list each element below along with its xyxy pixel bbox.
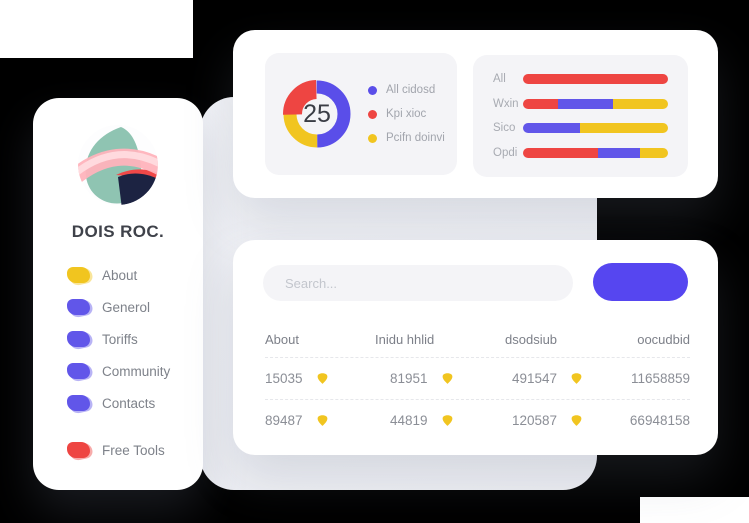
donut-legend: All cidosd Kpi xioc Pcifn doinvi <box>368 84 445 144</box>
brand-name: DOIS ROC. <box>71 222 165 241</box>
sidebar-item-toriffs[interactable]: Toriffs <box>67 331 203 347</box>
cell-value: 11658859 <box>630 371 690 386</box>
pick-icon <box>571 373 582 384</box>
sidebar-item-community[interactable]: Community <box>67 363 203 379</box>
table-cell: 89487 <box>265 413 375 428</box>
menu-blob-icon <box>67 442 90 458</box>
bar-segment <box>523 147 599 158</box>
table-cell: 491547 <box>505 371 627 386</box>
bar-segment <box>557 98 613 109</box>
menu-blob-icon <box>67 267 90 283</box>
legend-dot-icon <box>368 133 377 143</box>
bar-row: Sico <box>473 122 688 134</box>
legend-item: Kpi xioc <box>368 108 445 120</box>
pick-icon <box>442 373 452 384</box>
table-cell: 120587 <box>505 413 627 428</box>
bar-segment <box>523 98 558 109</box>
bar-row: All <box>473 73 688 85</box>
menu-blob-icon <box>67 299 90 315</box>
legend-dot-icon <box>368 85 377 95</box>
sidebar-item-about[interactable]: About <box>67 267 203 283</box>
legend-label: All cidosd <box>386 84 436 96</box>
sidebar-item-label: Generol <box>102 299 151 315</box>
bar-label: Sico <box>493 122 516 135</box>
charts-card: 25 All cidosd Kpi xioc Pcifn doinvi All Wxi… <box>233 30 718 198</box>
pick-icon <box>442 415 452 426</box>
bar-row: Wxin <box>473 98 688 110</box>
bar-track <box>523 74 668 85</box>
donut-panel: 25 All cidosd Kpi xioc Pcifn doinvi <box>265 53 457 175</box>
bar-track <box>523 98 668 109</box>
pick-icon <box>571 415 582 426</box>
table-row: 89487 44819 120587 66948158 <box>265 399 690 441</box>
donut-wrap: 25 <box>281 78 353 150</box>
brand-logo <box>78 125 158 205</box>
data-table: About Inidu hhlid dsodsiub oocudbid 15035 8… <box>265 332 690 441</box>
sidebar-menu: About Generol Toriffs Community Contacts Free… <box>67 267 203 458</box>
sidebar-item-label: Free Tools <box>102 442 165 458</box>
bar-segment <box>640 147 668 158</box>
cell-value: 66948158 <box>629 413 690 428</box>
sidebar-item-label: Contacts <box>102 395 156 411</box>
menu-blob-icon <box>67 331 90 347</box>
pick-icon <box>317 415 327 426</box>
sidebar: DOIS ROC. About Generol Toriffs Community Co… <box>33 98 203 490</box>
legend-label: Pcifn doinvi <box>386 132 445 144</box>
donut-chart <box>281 78 353 155</box>
bar-segment <box>612 98 668 109</box>
table-header-row: About Inidu hhlid dsodsiub oocudbid <box>265 332 690 347</box>
column-header: About <box>265 332 299 347</box>
bar-segment <box>598 147 641 158</box>
cell-value: 89487 <box>265 413 303 428</box>
table-body: 15035 81951 491547 11658859 89487 44819 1… <box>265 357 690 441</box>
bar-label: Opdi <box>493 146 518 159</box>
pick-icon <box>317 373 327 384</box>
search-input[interactable] <box>263 265 573 301</box>
background-rect-top-left <box>0 0 193 58</box>
table-cell: 44819 <box>375 413 505 428</box>
bars-panel: All Wxin Sico Opdi <box>473 55 688 177</box>
cell-value: 15035 <box>265 371 303 386</box>
cell-value: 120587 <box>512 413 558 428</box>
table-cell: 81951 <box>375 371 505 386</box>
bar-track <box>523 147 668 158</box>
column-header: Inidu hhlid <box>375 332 435 347</box>
table-cell: 66948158 <box>627 413 690 428</box>
table-cell: 15035 <box>265 371 375 386</box>
sidebar-item-free-tools[interactable]: Free Tools <box>67 442 203 458</box>
menu-blob-icon <box>67 363 90 379</box>
leaf-logo-icon <box>78 125 158 205</box>
column-header: dsodsiub <box>505 332 558 347</box>
sidebar-item-label: Community <box>102 363 171 379</box>
sidebar-item-contacts[interactable]: Contacts <box>67 395 203 411</box>
cell-value: 491547 <box>512 371 558 386</box>
sidebar-item-label: About <box>102 267 138 283</box>
table-row: 15035 81951 491547 11658859 <box>265 357 690 399</box>
legend-label: Kpi xioc <box>386 108 427 120</box>
bar-label: Wxin <box>493 97 519 110</box>
legend-dot-icon <box>368 109 377 119</box>
donut-center-value: 25 <box>303 99 331 128</box>
cell-value: 81951 <box>390 371 428 386</box>
bar-segment <box>579 123 668 134</box>
sidebar-item-generol[interactable]: Generol <box>67 299 203 315</box>
legend-item: Pcifn doinvi <box>368 132 445 144</box>
background-rect-bottom-right <box>640 497 749 523</box>
legend-item: All cidosd <box>368 84 445 96</box>
bar-label: All <box>493 73 506 86</box>
table-card: About Inidu hhlid dsodsiub oocudbid 15035 8… <box>233 240 718 455</box>
bar-row: Opdi <box>473 147 688 159</box>
sidebar-item-label: Toriffs <box>102 331 138 347</box>
column-header: oocudbid <box>637 332 690 347</box>
cell-value: 44819 <box>390 413 428 428</box>
primary-button[interactable] <box>593 263 688 301</box>
bar-segment <box>523 123 580 134</box>
table-cell: 11658859 <box>627 371 690 386</box>
bar-track <box>523 123 668 134</box>
menu-blob-icon <box>67 395 90 411</box>
bar-segment <box>523 74 668 85</box>
